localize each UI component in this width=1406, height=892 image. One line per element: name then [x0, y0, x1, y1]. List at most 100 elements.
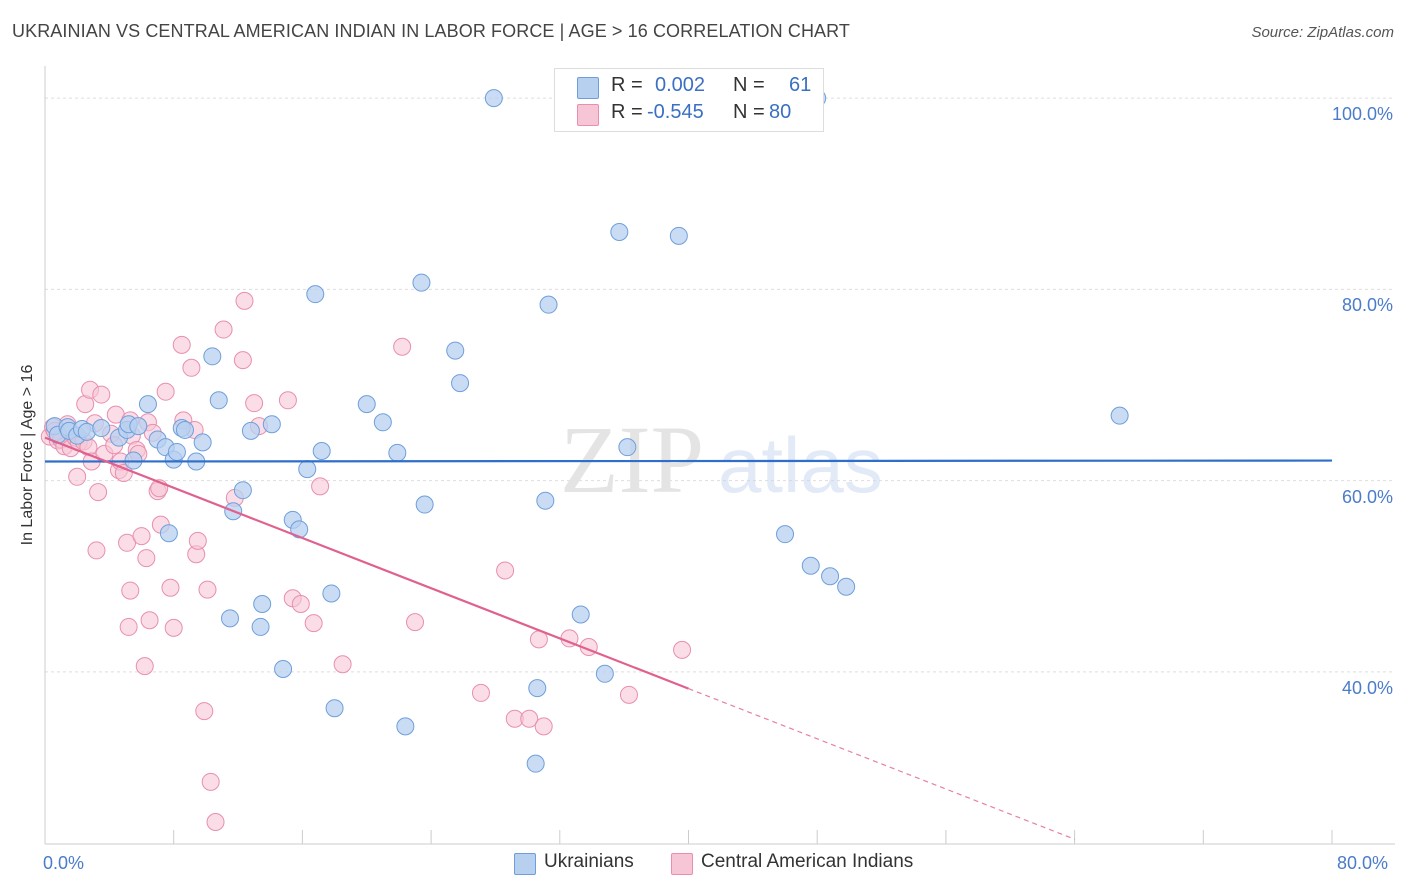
gridlines	[45, 97, 1395, 673]
point-central-american-indians	[534, 717, 553, 736]
point-ukrainians	[241, 421, 260, 440]
bottom-legend-swatch-blue	[514, 853, 536, 875]
point-ukrainians	[159, 524, 178, 543]
point-ukrainians	[209, 391, 228, 410]
point-central-american-indians	[92, 385, 111, 404]
watermark-atlas: atlas	[718, 421, 883, 509]
point-central-american-indians	[278, 391, 297, 410]
legend-n-label: N =	[733, 101, 765, 123]
x-tick-label: 0.0%	[43, 853, 85, 873]
point-ukrainians	[571, 605, 590, 624]
point-ukrainians	[484, 89, 503, 108]
point-central-american-indians	[140, 611, 159, 630]
point-central-american-indians	[188, 531, 207, 550]
point-ukrainians	[262, 415, 281, 434]
point-central-american-indians	[245, 394, 264, 413]
bottom-legend-label: Central American Indians	[701, 851, 914, 872]
point-ukrainians	[837, 577, 856, 596]
trend-lines	[44, 436, 1333, 840]
watermark-zip: ZIP	[560, 406, 704, 513]
point-central-american-indians	[406, 613, 425, 632]
watermark: ZIP atlas	[560, 406, 883, 513]
legend-n-value: 61	[789, 74, 812, 96]
point-central-american-indians	[137, 549, 156, 568]
point-ukrainians	[1110, 406, 1129, 425]
point-ukrainians	[298, 460, 317, 479]
point-ukrainians	[306, 285, 325, 304]
point-ukrainians	[251, 617, 270, 636]
point-ukrainians	[312, 441, 331, 460]
point-central-american-indians	[304, 614, 323, 633]
legend-n-label: N =	[733, 74, 765, 96]
legend-r-label: R =	[611, 74, 643, 96]
legend-r-label: R =	[611, 101, 643, 123]
point-ukrainians	[193, 433, 212, 452]
series-ukrainians	[45, 89, 1129, 773]
point-central-american-indians	[121, 581, 140, 600]
point-ukrainians	[92, 419, 111, 438]
point-ukrainians	[373, 413, 392, 432]
point-ukrainians	[129, 417, 148, 436]
point-ukrainians	[274, 660, 293, 679]
y-tick-label: 80.0%	[1341, 295, 1393, 316]
point-ukrainians	[610, 223, 629, 241]
point-central-american-indians	[89, 483, 108, 502]
point-ukrainians	[412, 273, 431, 292]
point-ukrainians	[595, 664, 614, 683]
point-central-american-indians	[471, 683, 490, 702]
point-ukrainians	[536, 491, 555, 510]
point-ukrainians	[415, 495, 434, 514]
x-tick-label: 80.0%	[1337, 853, 1389, 873]
trend-line-ukrainians	[44, 459, 1333, 463]
point-ukrainians	[233, 481, 252, 500]
point-ukrainians	[253, 594, 272, 613]
y-tick-label: 100.0%	[1331, 104, 1393, 125]
point-central-american-indians	[87, 541, 106, 560]
point-central-american-indians	[119, 617, 138, 636]
point-ukrainians	[526, 754, 545, 773]
y-tick-label: 60.0%	[1341, 486, 1393, 507]
source-label: Source: ZipAtlas.com	[1251, 24, 1394, 41]
point-ukrainians	[221, 609, 240, 628]
point-central-american-indians	[291, 594, 310, 613]
point-ukrainians	[388, 443, 407, 462]
point-central-american-indians	[164, 618, 183, 637]
axes	[44, 66, 1395, 845]
point-central-american-indians	[198, 580, 217, 599]
bottom-legend-label: Ukrainians	[544, 851, 634, 872]
point-central-american-indians	[195, 702, 214, 721]
point-ukrainians	[167, 442, 186, 461]
point-central-american-indians	[393, 337, 412, 356]
point-central-american-indians	[132, 527, 151, 546]
point-ukrainians	[528, 679, 547, 698]
point-ukrainians	[357, 395, 376, 414]
point-ukrainians	[322, 584, 341, 603]
point-central-american-indians	[182, 358, 201, 377]
point-ukrainians	[446, 341, 465, 360]
point-ukrainians	[618, 438, 637, 457]
point-ukrainians	[138, 395, 157, 414]
bottom-legend-swatch-pink	[671, 853, 693, 875]
legend-r-value: -0.545	[647, 101, 704, 123]
point-ukrainians	[203, 347, 222, 366]
legend-swatch-blue	[577, 77, 599, 99]
point-central-american-indians	[233, 351, 252, 370]
y-tick-label: 40.0%	[1341, 677, 1393, 698]
point-central-american-indians	[135, 657, 154, 676]
point-central-american-indians	[496, 561, 515, 580]
legend-r-value: 0.002	[655, 74, 706, 96]
point-central-american-indians	[161, 578, 180, 597]
point-ukrainians	[451, 374, 470, 393]
chart-title: UKRAINIAN VS CENTRAL AMERICAN INDIAN IN …	[12, 21, 851, 41]
legend-n-value: 80	[769, 101, 792, 123]
point-central-american-indians	[311, 477, 330, 496]
point-central-american-indians	[206, 813, 225, 832]
point-central-american-indians	[673, 640, 692, 659]
series-central-american-indians	[40, 291, 692, 832]
point-central-american-indians	[214, 320, 233, 339]
trend-line-central-american-indians	[44, 436, 689, 690]
point-central-american-indians	[520, 709, 539, 728]
point-ukrainians	[175, 420, 194, 439]
point-central-american-indians	[114, 463, 133, 482]
